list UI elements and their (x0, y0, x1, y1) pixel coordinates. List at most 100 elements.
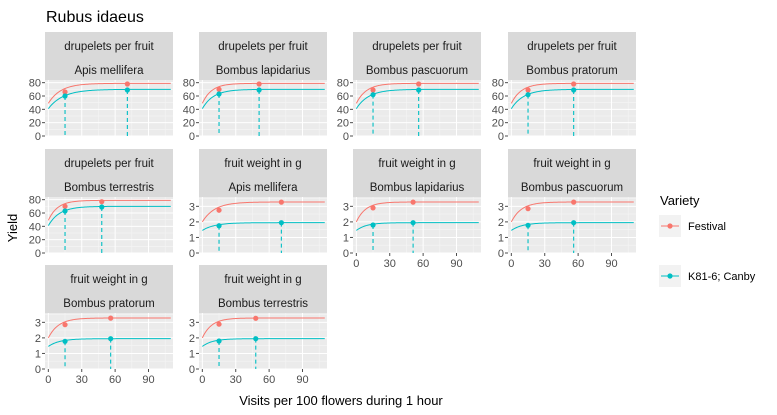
facet-strip-species-label: Bombus lapidarius (216, 65, 311, 77)
data-point (278, 199, 284, 205)
facet-strip-variable-label: fruit weight in g (224, 274, 301, 286)
facet-strip (199, 32, 327, 80)
series-line (355, 201, 479, 223)
data-point (370, 87, 376, 93)
legend-entry: K81-6; Canby (659, 265, 756, 287)
x-tick-label: 30 (539, 258, 551, 270)
x-tick-label: 60 (572, 258, 584, 270)
facet-strip-variable-label: fruit weight in g (533, 158, 610, 170)
y-tick-label: 0 (35, 364, 41, 376)
x-tick-label: 0 (199, 374, 205, 386)
facet-strip (45, 265, 173, 313)
data-point (256, 81, 262, 87)
data-point (416, 81, 422, 87)
series-line (201, 82, 325, 104)
facet-strip (508, 32, 636, 80)
series-line (202, 338, 325, 347)
y-tick-label: 1 (189, 232, 195, 244)
y-tick-label: 3 (498, 201, 504, 213)
facet-panel: fruit weight in g Apis mellifera 0 1 2 3 (189, 149, 327, 260)
facet-strip-variable-label: fruit weight in g (70, 274, 147, 286)
y-tick-label: 3 (189, 201, 195, 213)
legend-entry: Festival (659, 215, 726, 237)
facet-strip-species-label: Apis mellifera (74, 65, 144, 77)
y-tick-label: 40 (29, 221, 41, 233)
facet-strip-variable-label: fruit weight in g (224, 158, 301, 170)
data-point (62, 203, 68, 209)
facet-strip (353, 149, 481, 197)
data-point (62, 208, 68, 214)
facet-strip (353, 32, 481, 80)
x-tick-label: 90 (142, 374, 154, 386)
x-tick-label: 60 (417, 258, 429, 270)
legend-label: K81-6; Canby (688, 271, 756, 283)
data-point (216, 338, 222, 344)
data-point (370, 222, 376, 228)
x-tick-label: 0 (353, 258, 359, 270)
y-tick-label: 20 (29, 235, 41, 247)
facet-strip-variable-label: fruit weight in g (378, 158, 455, 170)
y-tick-label: 1 (498, 232, 504, 244)
series-line (202, 222, 325, 231)
facet-strip-species-label: Bombus terrestris (64, 182, 154, 194)
x-tick-label: 0 (508, 258, 514, 270)
data-point (216, 223, 222, 229)
y-tick-label: 40 (183, 104, 195, 116)
data-point (410, 220, 416, 226)
y-tick-label: 2 (343, 217, 349, 229)
facet-panel: drupelets per fruit Apis mellifera 020 4060… (29, 32, 173, 143)
y-tick-label: 60 (29, 208, 41, 220)
chart-title: Rubus idaeus (46, 9, 144, 26)
facet-strip-variable-label: drupelets per fruit (527, 41, 617, 53)
facet-strip (199, 265, 327, 313)
facet-strip-species-label: Bombus pascuorum (521, 182, 623, 194)
series-line (201, 317, 325, 339)
facet-strip (508, 149, 636, 197)
legend-key-point (667, 223, 673, 229)
y-tick-label: 60 (29, 91, 41, 103)
facet-strip-variable-label: drupelets per fruit (218, 41, 308, 53)
y-tick-label: 0 (35, 131, 41, 143)
y-tick-label: 40 (492, 104, 504, 116)
y-tick-label: 1 (343, 232, 349, 244)
facet-panel: drupelets per fruit Bombus pratorum 020 406… (492, 32, 636, 143)
y-tick-label: 20 (29, 118, 41, 130)
facet-strip-variable-label: drupelets per fruit (64, 158, 154, 170)
facet-panel: drupelets per fruit Bombus pascuorum 020 40… (337, 32, 481, 143)
x-tick-label: 90 (296, 374, 308, 386)
data-point (108, 315, 114, 321)
y-tick-label: 1 (35, 348, 41, 360)
y-tick-label: 2 (189, 217, 195, 229)
data-point (571, 199, 577, 205)
y-tick-label: 2 (189, 333, 195, 345)
data-point (124, 81, 130, 87)
data-point (253, 336, 259, 342)
facet-strip (199, 149, 327, 197)
y-tick-label: 0 (343, 248, 349, 260)
data-point (278, 220, 284, 226)
data-point (525, 87, 531, 93)
data-point (525, 92, 531, 98)
data-point (216, 86, 222, 92)
facet-strip-species-label: Bombus pratorum (63, 298, 154, 310)
legend: Variety Festival K81-6; Canby (659, 193, 756, 287)
y-tick-label: 0 (35, 248, 41, 260)
data-point (410, 199, 416, 205)
series-line (201, 88, 325, 109)
y-axis-title: Yield (5, 214, 20, 242)
facet-strip-species-label: Bombus pratorum (526, 65, 617, 77)
data-point (525, 206, 531, 212)
data-point (124, 87, 130, 93)
y-tick-label: 20 (492, 118, 504, 130)
legend-label: Festival (688, 221, 726, 233)
x-tick-label: 90 (605, 258, 617, 270)
y-tick-label: 80 (29, 195, 41, 207)
facet-strip-species-label: Bombus pascuorum (366, 65, 468, 77)
series-line (201, 201, 325, 223)
data-point (370, 92, 376, 98)
data-point (216, 91, 222, 97)
facet-strip-variable-label: drupelets per fruit (372, 41, 462, 53)
data-point (62, 93, 68, 99)
